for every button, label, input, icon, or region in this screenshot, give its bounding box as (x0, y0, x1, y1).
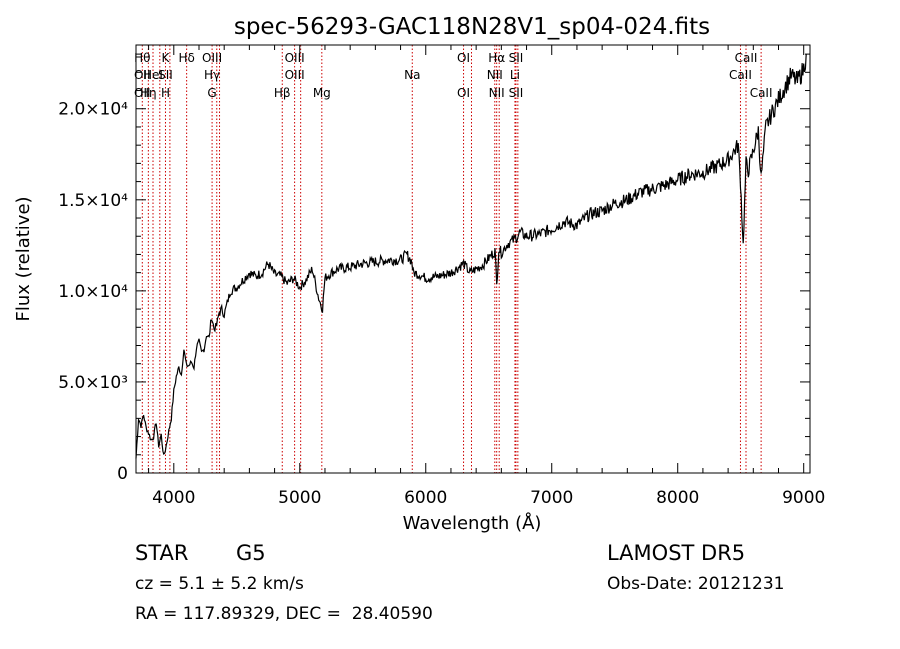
x-tick-label: 8000 (656, 488, 699, 508)
line-mark-label: Hδ (178, 51, 194, 65)
line-mark-label: K (162, 51, 171, 65)
line-marks (141, 45, 762, 473)
line-mark-label: G (207, 86, 216, 100)
line-mark-label: OII (134, 68, 151, 82)
line-mark-label: OI (457, 86, 470, 100)
line-mark-label: Li (510, 68, 520, 82)
x-tick-label: 4000 (152, 488, 195, 508)
y-tick-label: 1.5×10⁴ (58, 191, 128, 211)
y-tick-label: 5.0×10³ (58, 373, 128, 393)
x-axis-label: Wavelength (Å) (403, 512, 542, 534)
x-tick-label: 6000 (404, 488, 447, 508)
y-axis-label: Flux (relative) (13, 196, 34, 321)
y-tick-label: 0 (117, 464, 128, 484)
line-mark-label: HeI (143, 68, 163, 82)
line-mark-label: Mg (313, 86, 331, 100)
observation-date: Obs-Date: 20121231 (607, 574, 785, 594)
y-axis-ticks: 0 5.0×10³ 1.0×10⁴ 1.5×10⁴ 2.0×10⁴ (58, 53, 810, 484)
line-mark-label: OI (457, 51, 470, 65)
x-tick-label: 7000 (530, 488, 573, 508)
line-mark-label: CaII (750, 86, 773, 100)
line-mark-label: NII (489, 86, 505, 100)
spectrum-series-line (135, 54, 807, 459)
x-tick-label: 5000 (278, 488, 321, 508)
line-mark-label: Hα (488, 51, 505, 65)
y-tick-label: 1.0×10⁴ (58, 282, 128, 302)
y-tick-label: 2.0×10⁴ (58, 100, 128, 120)
coordinates: RA = 117.89329, DEC = 28.40590 (135, 604, 433, 624)
subclass-label: G5 (236, 541, 266, 565)
line-mark-label: SII (509, 51, 524, 65)
line-mark-label: NII (487, 68, 503, 82)
line-mark-label: Hβ (274, 86, 291, 100)
line-mark-label: Na (404, 68, 420, 82)
line-mark-label: CaII (729, 68, 752, 82)
chart-title: spec-56293-GAC118N28V1_sp04-024.fits (234, 14, 710, 40)
plot-frame (135, 44, 811, 474)
class-label: STAR (135, 541, 189, 565)
line-mark-label: Hη (140, 86, 157, 100)
line-mark-label: SII (158, 68, 173, 82)
x-tick-label: 9000 (782, 488, 825, 508)
survey-label: LAMOST DR5 (607, 541, 746, 565)
line-mark-label: SII (509, 86, 524, 100)
redshift-velocity: cz = 5.1 ± 5.2 km/s (135, 574, 304, 594)
line-mark-label: Hθ (134, 51, 150, 65)
line-mark-label: Hγ (204, 68, 220, 82)
line-mark-label: OIII (202, 51, 222, 65)
line-mark-label: CaII (735, 51, 758, 65)
line-mark-label: OII (134, 86, 151, 100)
x-axis-ticks: 4000 5000 6000 7000 8000 9000 (148, 45, 825, 508)
line-mark-label: OIII (285, 51, 305, 65)
line-mark-label: OIII (285, 68, 305, 82)
line-mark-label: H (161, 86, 170, 100)
